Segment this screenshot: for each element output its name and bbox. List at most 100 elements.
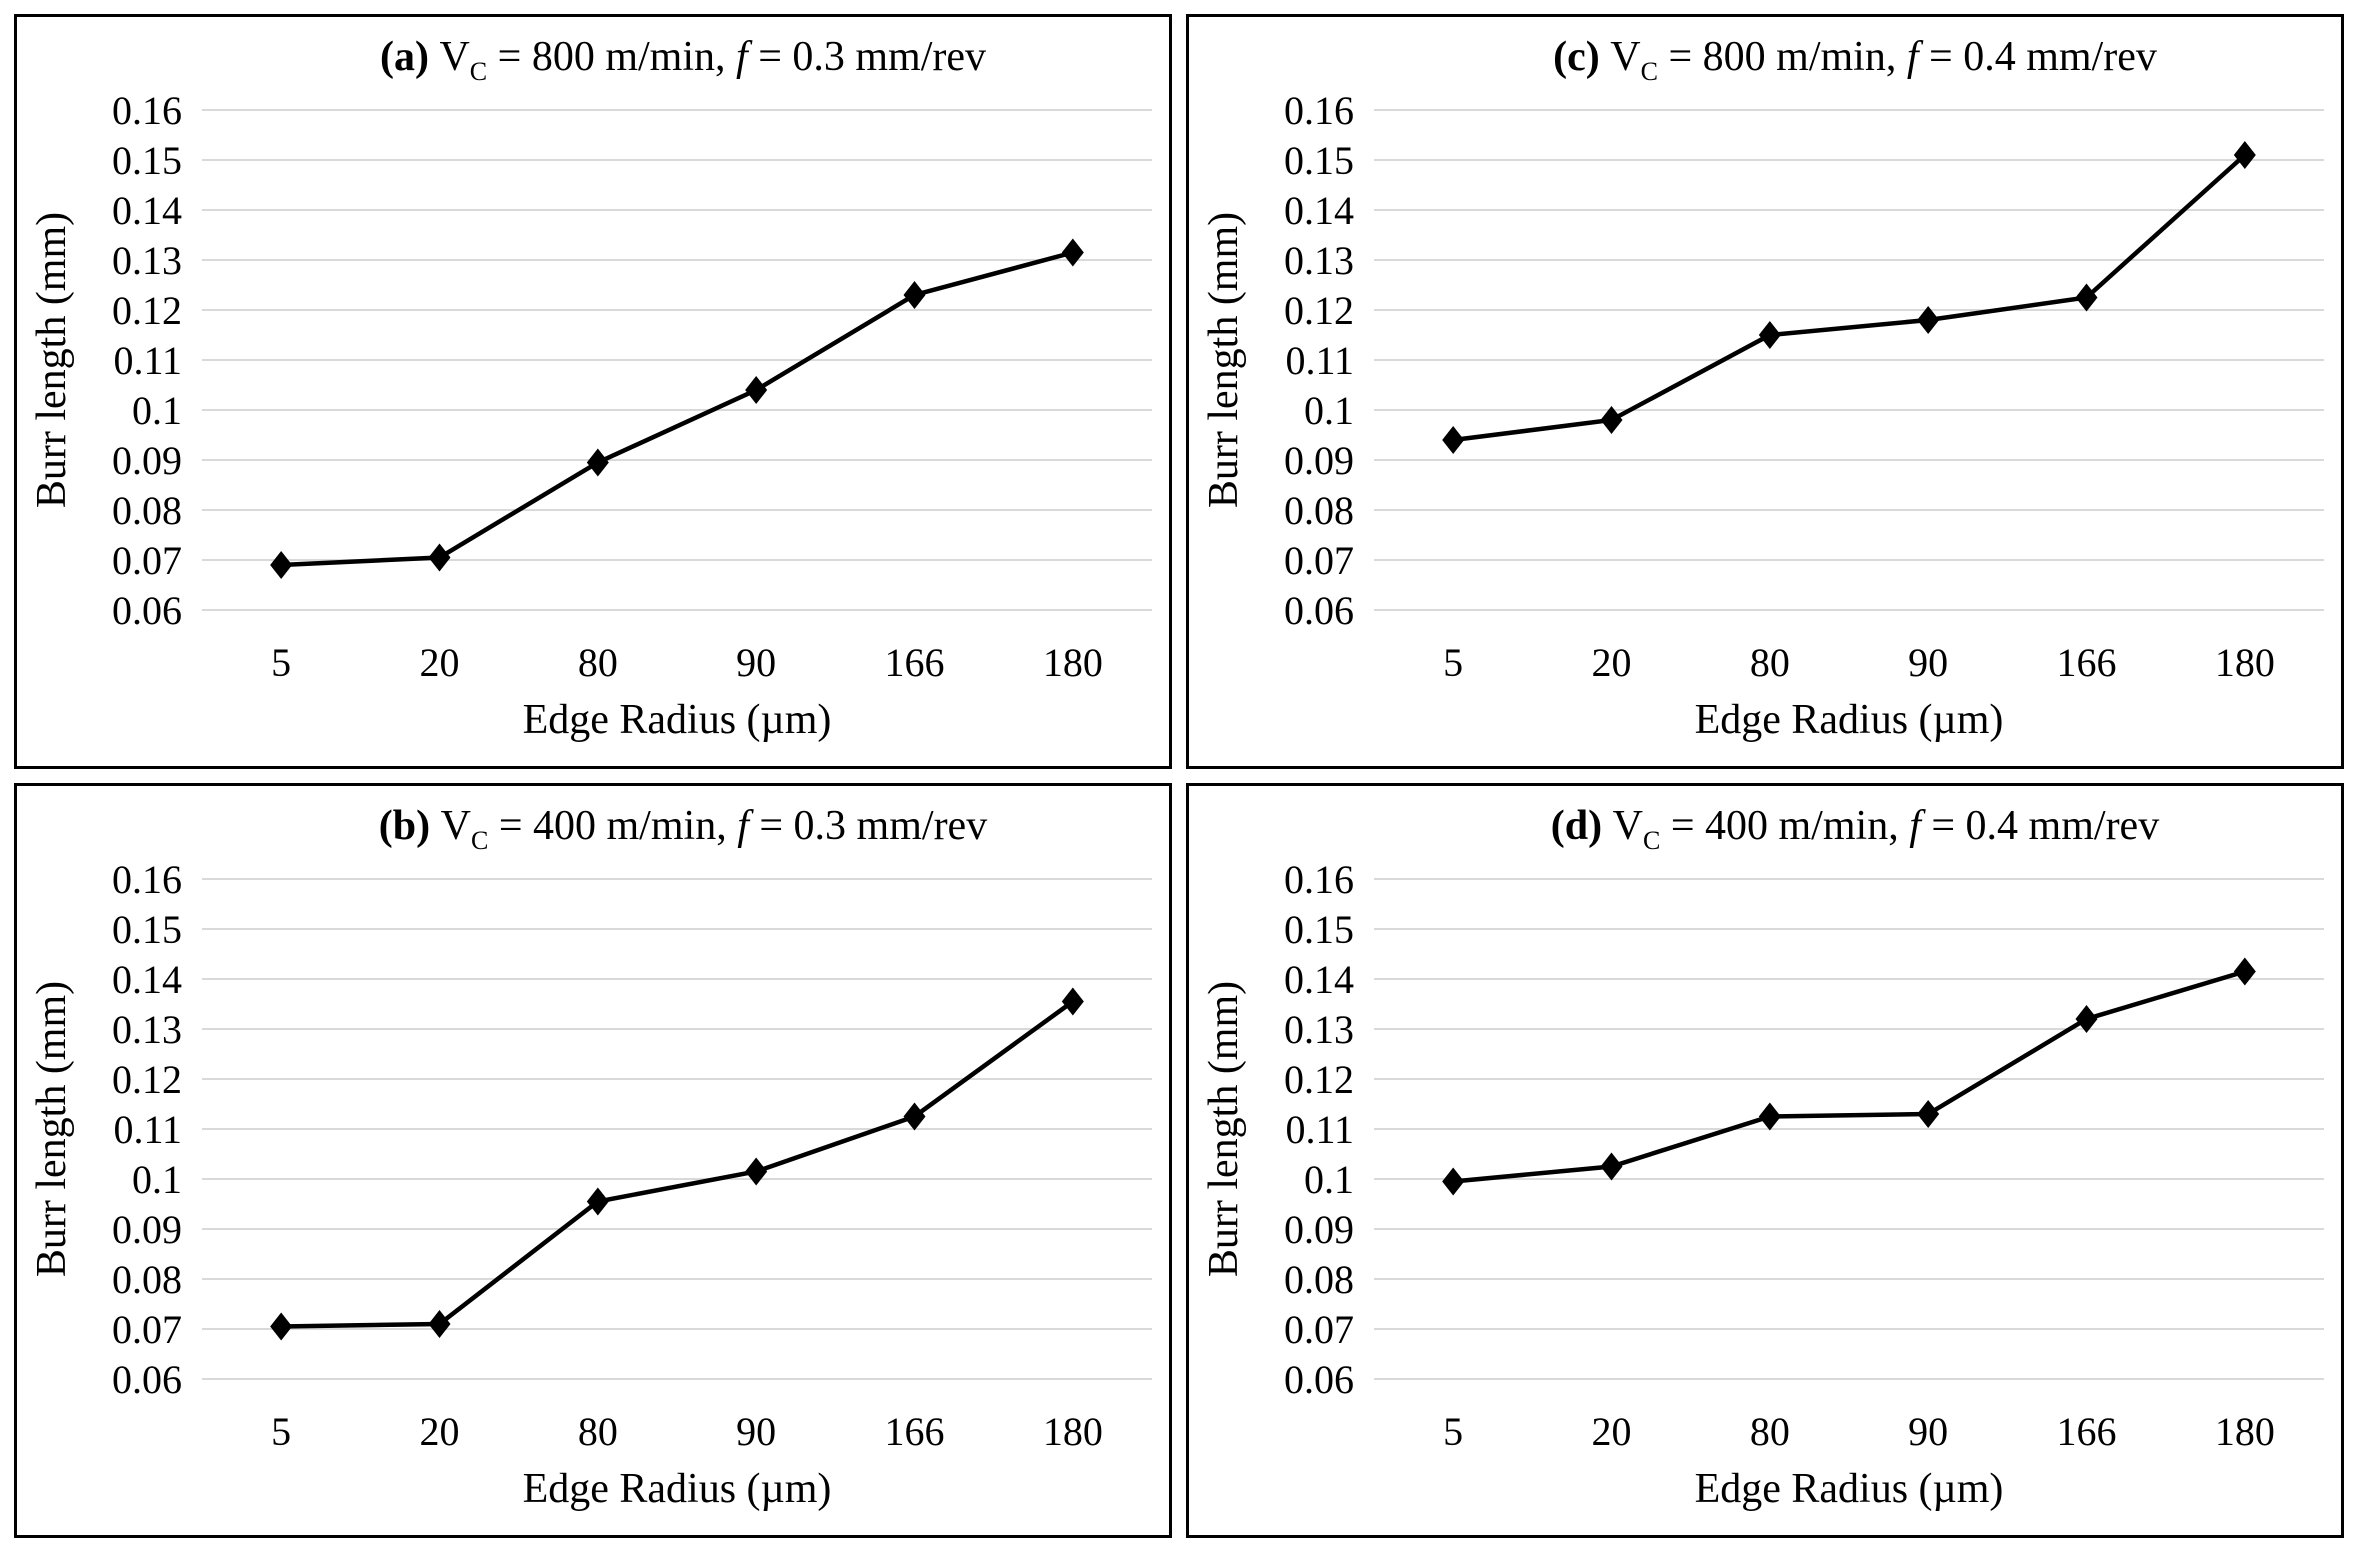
- chart-label: (c): [1553, 34, 1611, 80]
- x-tick-label: 20: [420, 640, 460, 685]
- x-tick-label: 20: [1592, 640, 1632, 685]
- y-tick-label: 0.1: [1304, 1157, 1354, 1202]
- x-axis-title: Edge Radius (µm): [523, 1466, 832, 1512]
- y-tick-label: 0.06: [112, 1357, 182, 1402]
- data-line: [281, 999, 1075, 1329]
- chart-panel-b: (b) VC = 400 m/min, f = 0.3 mm/rev 0.16 0…: [14, 783, 1172, 1538]
- x-tick-label: 180: [2215, 1409, 2275, 1454]
- y-tick-label: 0.14: [1284, 957, 1354, 1002]
- y-tick-label: 0.11: [1285, 1107, 1354, 1152]
- chart-title: (d) VC = 400 m/min, f = 0.4 mm/rev: [1189, 798, 2341, 855]
- data-point-marker: [1600, 406, 1623, 434]
- y-tick-label: 0.09: [112, 1207, 182, 1252]
- data-point-marker: [1442, 426, 1465, 454]
- y-tick-label: 0.11: [1285, 338, 1354, 383]
- y-tick-label: 0.09: [112, 438, 182, 483]
- data-point-marker: [2233, 957, 2256, 986]
- line-chart-canvas: 0.16 0.15 0.14 0.13 0.12 0.11 0.1 0.09 0.08 0.07 0…: [1201, 857, 2324, 1512]
- chart-title: (a) VC = 800 m/min, f = 0.3 mm/rev: [17, 29, 1169, 86]
- y-tick-label: 0.15: [112, 138, 182, 183]
- x-tick-label: 180: [1043, 640, 1103, 685]
- x-tick-label: 166: [2057, 640, 2117, 685]
- y-tick-label: 0.08: [112, 1257, 182, 1302]
- data-point-marker: [1061, 987, 1084, 1016]
- feed-value: = 0.3 mm/rev: [747, 34, 987, 80]
- y-axis-title: Burr length (mm): [1201, 212, 1247, 508]
- x-tick-label: 80: [578, 640, 618, 685]
- data-point-marker: [745, 1157, 768, 1186]
- x-tick-label: 180: [2215, 640, 2275, 685]
- x-tick-label: 20: [420, 1409, 460, 1454]
- y-tick-label: 0.15: [1284, 907, 1354, 952]
- y-tick-label: 0.08: [1284, 1257, 1354, 1302]
- x-tick-label: 20: [1592, 1409, 1632, 1454]
- data-point-marker: [586, 448, 609, 477]
- cutting-speed-symbol: V: [440, 803, 471, 849]
- y-tick-label: 0.1: [132, 1157, 182, 1202]
- data-point-marker: [270, 551, 293, 579]
- y-axis-title: Burr length (mm): [29, 981, 75, 1277]
- cutting-speed-value: = 400 m/min,: [488, 803, 738, 849]
- data-line: [1452, 153, 2247, 443]
- cutting-speed-symbol: V: [1610, 34, 1641, 80]
- x-tick-label: 180: [1043, 1409, 1103, 1454]
- y-tick-label: 0.06: [1284, 588, 1354, 633]
- x-axis-title: Edge Radius (µm): [523, 697, 832, 743]
- data-point-marker: [903, 1102, 926, 1131]
- x-tick-label: 5: [271, 1409, 291, 1454]
- x-tick-label: 166: [2057, 1409, 2117, 1454]
- y-tick-label: 0.11: [113, 338, 182, 383]
- cutting-speed-value: = 800 m/min,: [487, 34, 737, 80]
- y-tick-label: 0.13: [1284, 1007, 1354, 1052]
- data-line: [281, 250, 1074, 568]
- y-tick-label: 0.09: [1284, 438, 1354, 483]
- chart-label: (b): [378, 803, 441, 849]
- x-tick-label: 90: [1908, 1409, 1948, 1454]
- y-tick-label: 0.15: [1284, 138, 1354, 183]
- data-point-marker: [586, 1187, 609, 1216]
- data-point-marker: [903, 281, 926, 309]
- chart-label: (a): [379, 34, 440, 80]
- y-tick-label: 0.1: [1304, 388, 1354, 433]
- chart-panel-a: (a) VC = 800 m/min, f = 0.3 mm/rev 0.16 0…: [14, 14, 1172, 769]
- chart-panel-d: (d) VC = 400 m/min, f = 0.4 mm/rev 0.16 0…: [1186, 783, 2344, 1538]
- data-point-marker: [1061, 238, 1084, 267]
- y-axis-title: Burr length (mm): [29, 212, 75, 508]
- feed-symbol: f: [737, 803, 749, 849]
- y-tick-label: 0.13: [112, 238, 182, 283]
- data-point-marker: [428, 543, 451, 572]
- chart-panel-c: (c) VC = 800 m/min, f = 0.4 mm/rev 0.16 0…: [1186, 14, 2344, 769]
- y-tick-label: 0.08: [112, 488, 182, 533]
- y-tick-label: 0.07: [1284, 538, 1354, 583]
- data-point-marker: [1917, 306, 1940, 334]
- x-tick-label: 90: [736, 640, 776, 685]
- data-point-marker: [745, 376, 768, 404]
- x-tick-label: 80: [578, 1409, 618, 1454]
- y-tick-label: 0.08: [1284, 488, 1354, 533]
- data-point-marker: [2233, 141, 2256, 169]
- data-point-marker: [428, 1310, 451, 1338]
- y-tick-label: 0.12: [1284, 288, 1354, 333]
- cutting-speed-symbol: V: [439, 34, 470, 80]
- y-tick-label: 0.14: [112, 957, 182, 1002]
- y-tick-label: 0.11: [113, 1107, 182, 1152]
- data-point-marker: [1600, 1152, 1623, 1181]
- y-axis-title: Burr length (mm): [1201, 981, 1247, 1277]
- data-point-marker: [2075, 283, 2098, 312]
- y-tick-label: 0.09: [1284, 1207, 1354, 1252]
- y-tick-label: 0.1: [132, 388, 182, 433]
- cutting-speed-subscript: C: [1640, 57, 1658, 86]
- y-tick-label: 0.14: [1284, 188, 1354, 233]
- cutting-speed-value: = 800 m/min,: [1657, 34, 1907, 80]
- y-tick-label: 0.07: [112, 538, 182, 583]
- x-tick-label: 80: [1750, 640, 1790, 685]
- x-tick-label: 5: [1443, 640, 1463, 685]
- cutting-speed-subscript: C: [1642, 826, 1661, 855]
- y-tick-label: 0.13: [1284, 238, 1354, 283]
- data-point-marker: [1442, 1167, 1465, 1196]
- data-line: [1452, 969, 2246, 1184]
- y-tick-label: 0.07: [1284, 1307, 1354, 1352]
- data-point-marker: [2075, 1005, 2098, 1033]
- feed-symbol: f: [736, 34, 748, 80]
